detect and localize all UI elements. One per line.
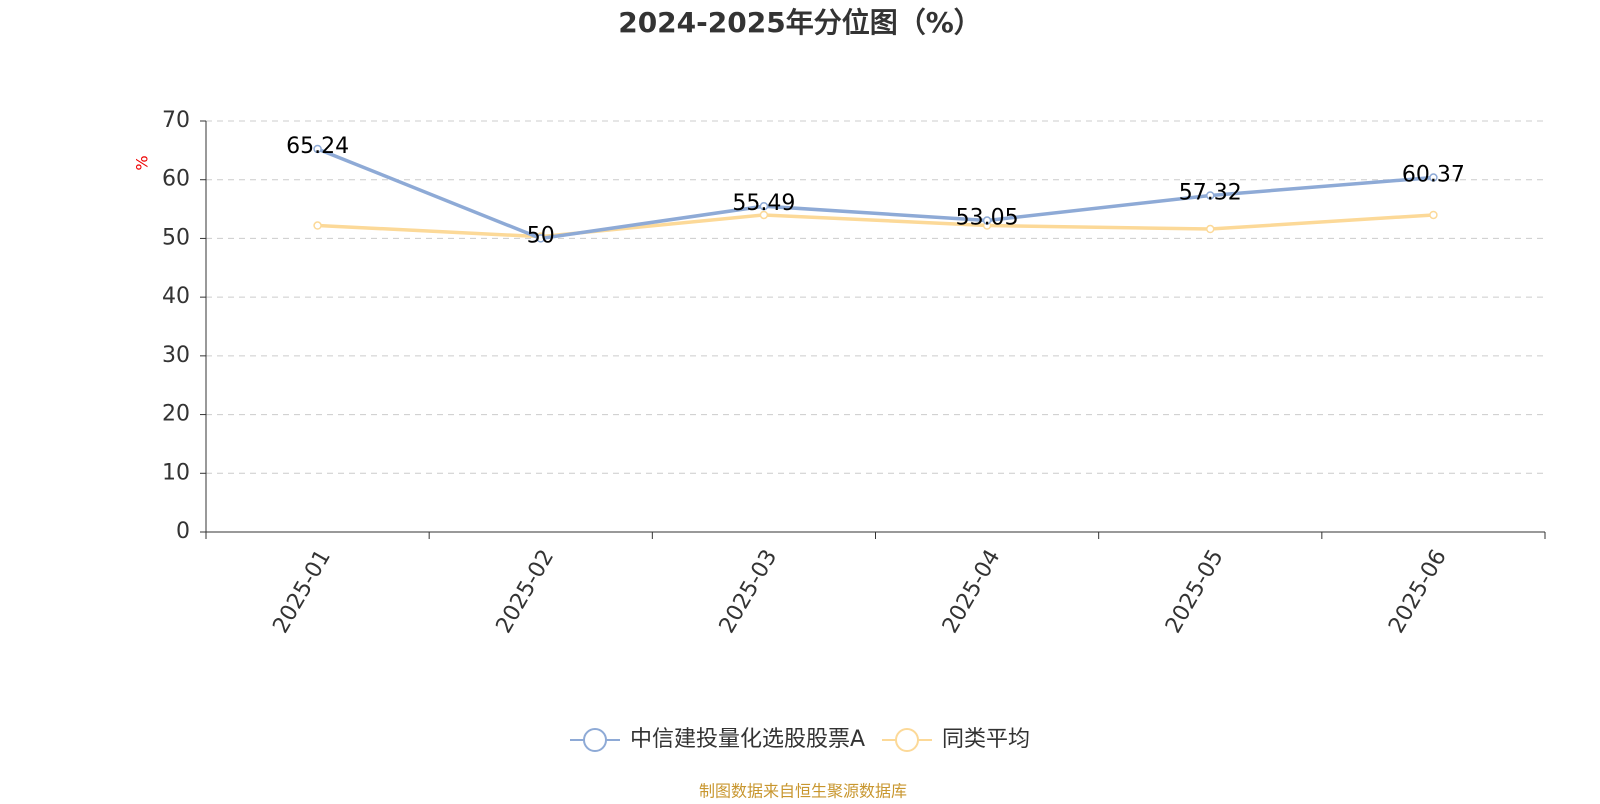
- data-label: 60.37: [1402, 163, 1465, 188]
- x-tick-label: 2025-01: [268, 546, 336, 638]
- legend-label: 中信建投量化选股股票A: [630, 727, 865, 752]
- legend-marker: [895, 728, 919, 752]
- point: [313, 144, 322, 154]
- point: [536, 234, 545, 243]
- point: [1429, 210, 1438, 220]
- x-tick-label: 2025-03: [715, 546, 783, 638]
- y-tick-label: 40: [162, 284, 190, 309]
- x-tick-label: 2025-05: [1161, 546, 1229, 638]
- data-label: 50: [527, 223, 555, 248]
- y-tick-label: 60: [162, 167, 190, 192]
- y-tick-label: 20: [162, 402, 190, 427]
- x-tick-label: 2025-04: [938, 545, 1006, 637]
- x-tick-label: 2025-06: [1384, 546, 1452, 638]
- point: [982, 216, 992, 225]
- series-line: [317, 213, 1434, 239]
- series-line: [316, 147, 1434, 241]
- legend-marker: [583, 728, 607, 752]
- data-label: 57.32: [1179, 180, 1242, 205]
- chart-title: 2024-2025年分位图（%）: [618, 6, 982, 39]
- point: [759, 201, 769, 211]
- point: [313, 221, 322, 230]
- point: [1206, 191, 1215, 200]
- y-tick-label: 10: [162, 460, 190, 485]
- data-label: 65.24: [286, 134, 349, 159]
- y-tick-label: 30: [162, 343, 190, 368]
- source-note: 制图数据来自恒生聚源数据库: [699, 782, 907, 801]
- y-tick-label: 70: [162, 108, 190, 133]
- y-tick-label: 0: [176, 519, 190, 544]
- y-axis-label: %: [133, 155, 152, 170]
- legend-label: 同类平均: [942, 727, 1030, 752]
- y-tick-label: 50: [162, 225, 190, 250]
- x-tick-label: 2025-02: [492, 546, 560, 638]
- data-label: 55.49: [732, 191, 795, 216]
- data-label: 53.05: [956, 206, 1019, 231]
- point: [1206, 224, 1215, 234]
- point: [759, 210, 769, 220]
- point: [1429, 173, 1438, 182]
